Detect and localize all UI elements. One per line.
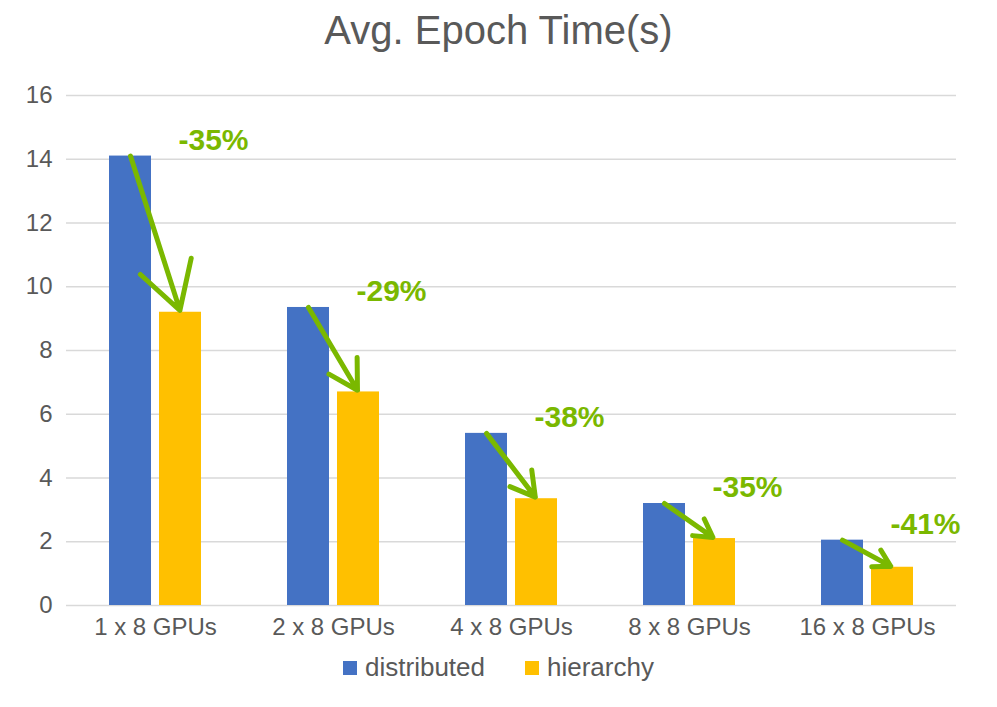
svg-text:6: 6 — [39, 400, 52, 427]
html-text:distributed: distributed — [365, 652, 485, 682]
html-text:Avg. Epoch Time(s): Avg. Epoch Time(s) — [324, 8, 673, 52]
svg-text:0: 0 — [39, 591, 52, 618]
svg-text:16 x 8 GPUs: 16 x 8 GPUs — [799, 613, 935, 640]
html-text:hierarchy: hierarchy — [547, 652, 654, 682]
svg-text:2 x 8 GPUs: 2 x 8 GPUs — [272, 613, 395, 640]
svg-text:12: 12 — [26, 209, 53, 236]
svg-text:8: 8 — [39, 336, 52, 363]
svg-text:1 x 8 GPUs: 1 x 8 GPUs — [94, 613, 217, 640]
svg-text:-35%: -35% — [713, 470, 783, 503]
svg-text:-35%: -35% — [179, 123, 249, 156]
svg-text:-29%: -29% — [357, 274, 427, 307]
svg-text:4: 4 — [39, 464, 52, 491]
svg-text:-38%: -38% — [535, 400, 605, 433]
svg-text:-41%: -41% — [891, 507, 961, 540]
svg-text:10: 10 — [26, 272, 53, 299]
svg-text:14: 14 — [26, 145, 53, 172]
svg-text:4 x 8 GPUs: 4 x 8 GPUs — [450, 613, 573, 640]
svg-text:2: 2 — [39, 527, 52, 554]
svg-text:16: 16 — [26, 81, 53, 108]
svg-text:8 x 8 GPUs: 8 x 8 GPUs — [628, 613, 751, 640]
